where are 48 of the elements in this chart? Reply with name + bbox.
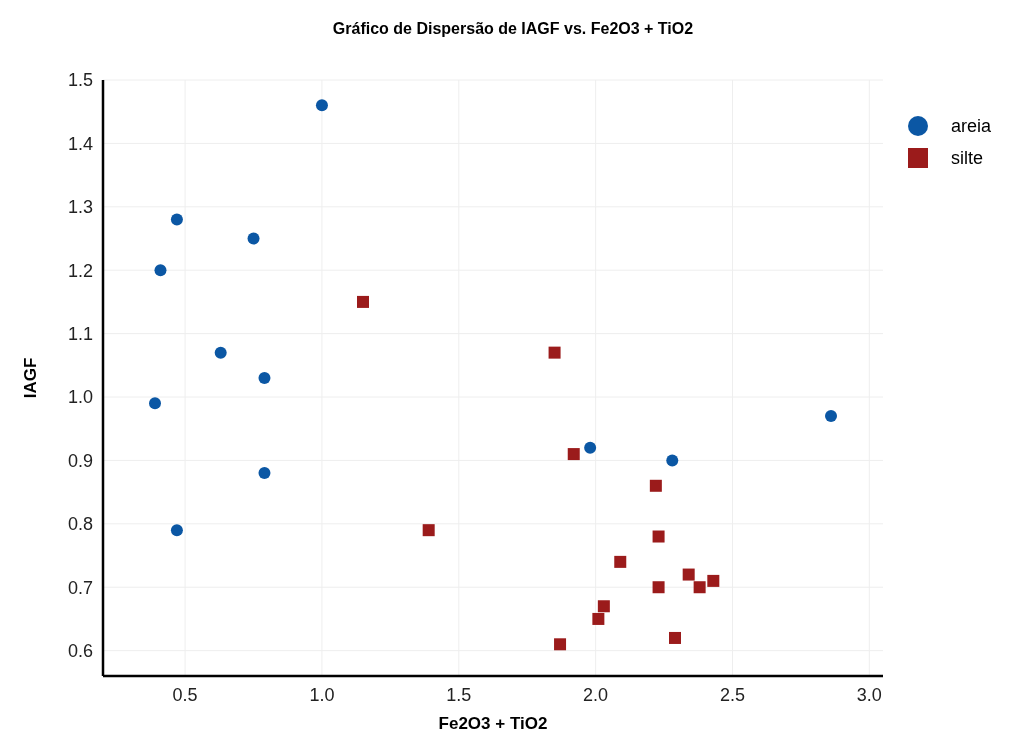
x-tick-label: 3.0 — [856, 685, 882, 705]
y-tick-label: 0.7 — [67, 577, 93, 598]
x-axis-title: Fe2O3 + TiO2 — [438, 714, 548, 731]
point — [422, 524, 435, 537]
legend-label: silte — [951, 148, 984, 169]
y-tick-label: 1.0 — [67, 387, 93, 408]
chart-title: Gráfico de Dispersão de IAGF vs. Fe2O3 + TiO2 — [332, 20, 694, 37]
point — [315, 99, 328, 112]
x-tick-label: 0.5 — [172, 685, 198, 705]
point — [652, 530, 665, 543]
point — [584, 441, 597, 454]
point — [592, 612, 605, 625]
point — [247, 232, 260, 245]
y-tick-label: 0.6 — [67, 640, 93, 661]
y-axis-title: IAGF — [21, 357, 40, 399]
y-tick-label: 0.8 — [67, 514, 93, 535]
point — [669, 631, 681, 644]
y-tick-label: 1.2 — [67, 260, 93, 281]
x-tick-label: 1.5 — [446, 685, 472, 705]
point — [258, 467, 271, 480]
point — [154, 264, 167, 277]
point — [825, 410, 837, 423]
point — [548, 346, 561, 359]
y-tick-label: 1.5 — [67, 70, 93, 91]
y-tick-label: 1.4 — [67, 133, 93, 154]
point — [170, 213, 183, 226]
point — [693, 581, 706, 594]
point — [652, 581, 665, 594]
legend-label: areia — [951, 116, 993, 137]
point — [597, 600, 610, 613]
x-tick-label: 2.5 — [719, 685, 745, 705]
point — [682, 568, 695, 581]
point — [170, 524, 183, 537]
point — [357, 295, 369, 308]
point — [666, 454, 679, 467]
point — [567, 448, 580, 461]
point — [614, 555, 627, 568]
point — [149, 397, 161, 410]
y-tick-label: 0.9 — [67, 450, 93, 471]
point — [214, 346, 227, 359]
y-tick-label: 1.1 — [67, 323, 93, 344]
point — [649, 479, 662, 492]
point — [554, 638, 567, 651]
point — [707, 574, 720, 587]
x-tick-label: 2.0 — [583, 685, 609, 705]
point — [258, 372, 271, 384]
x-tick-label: 1.0 — [309, 685, 335, 705]
y-tick-label: 1.3 — [67, 197, 93, 218]
